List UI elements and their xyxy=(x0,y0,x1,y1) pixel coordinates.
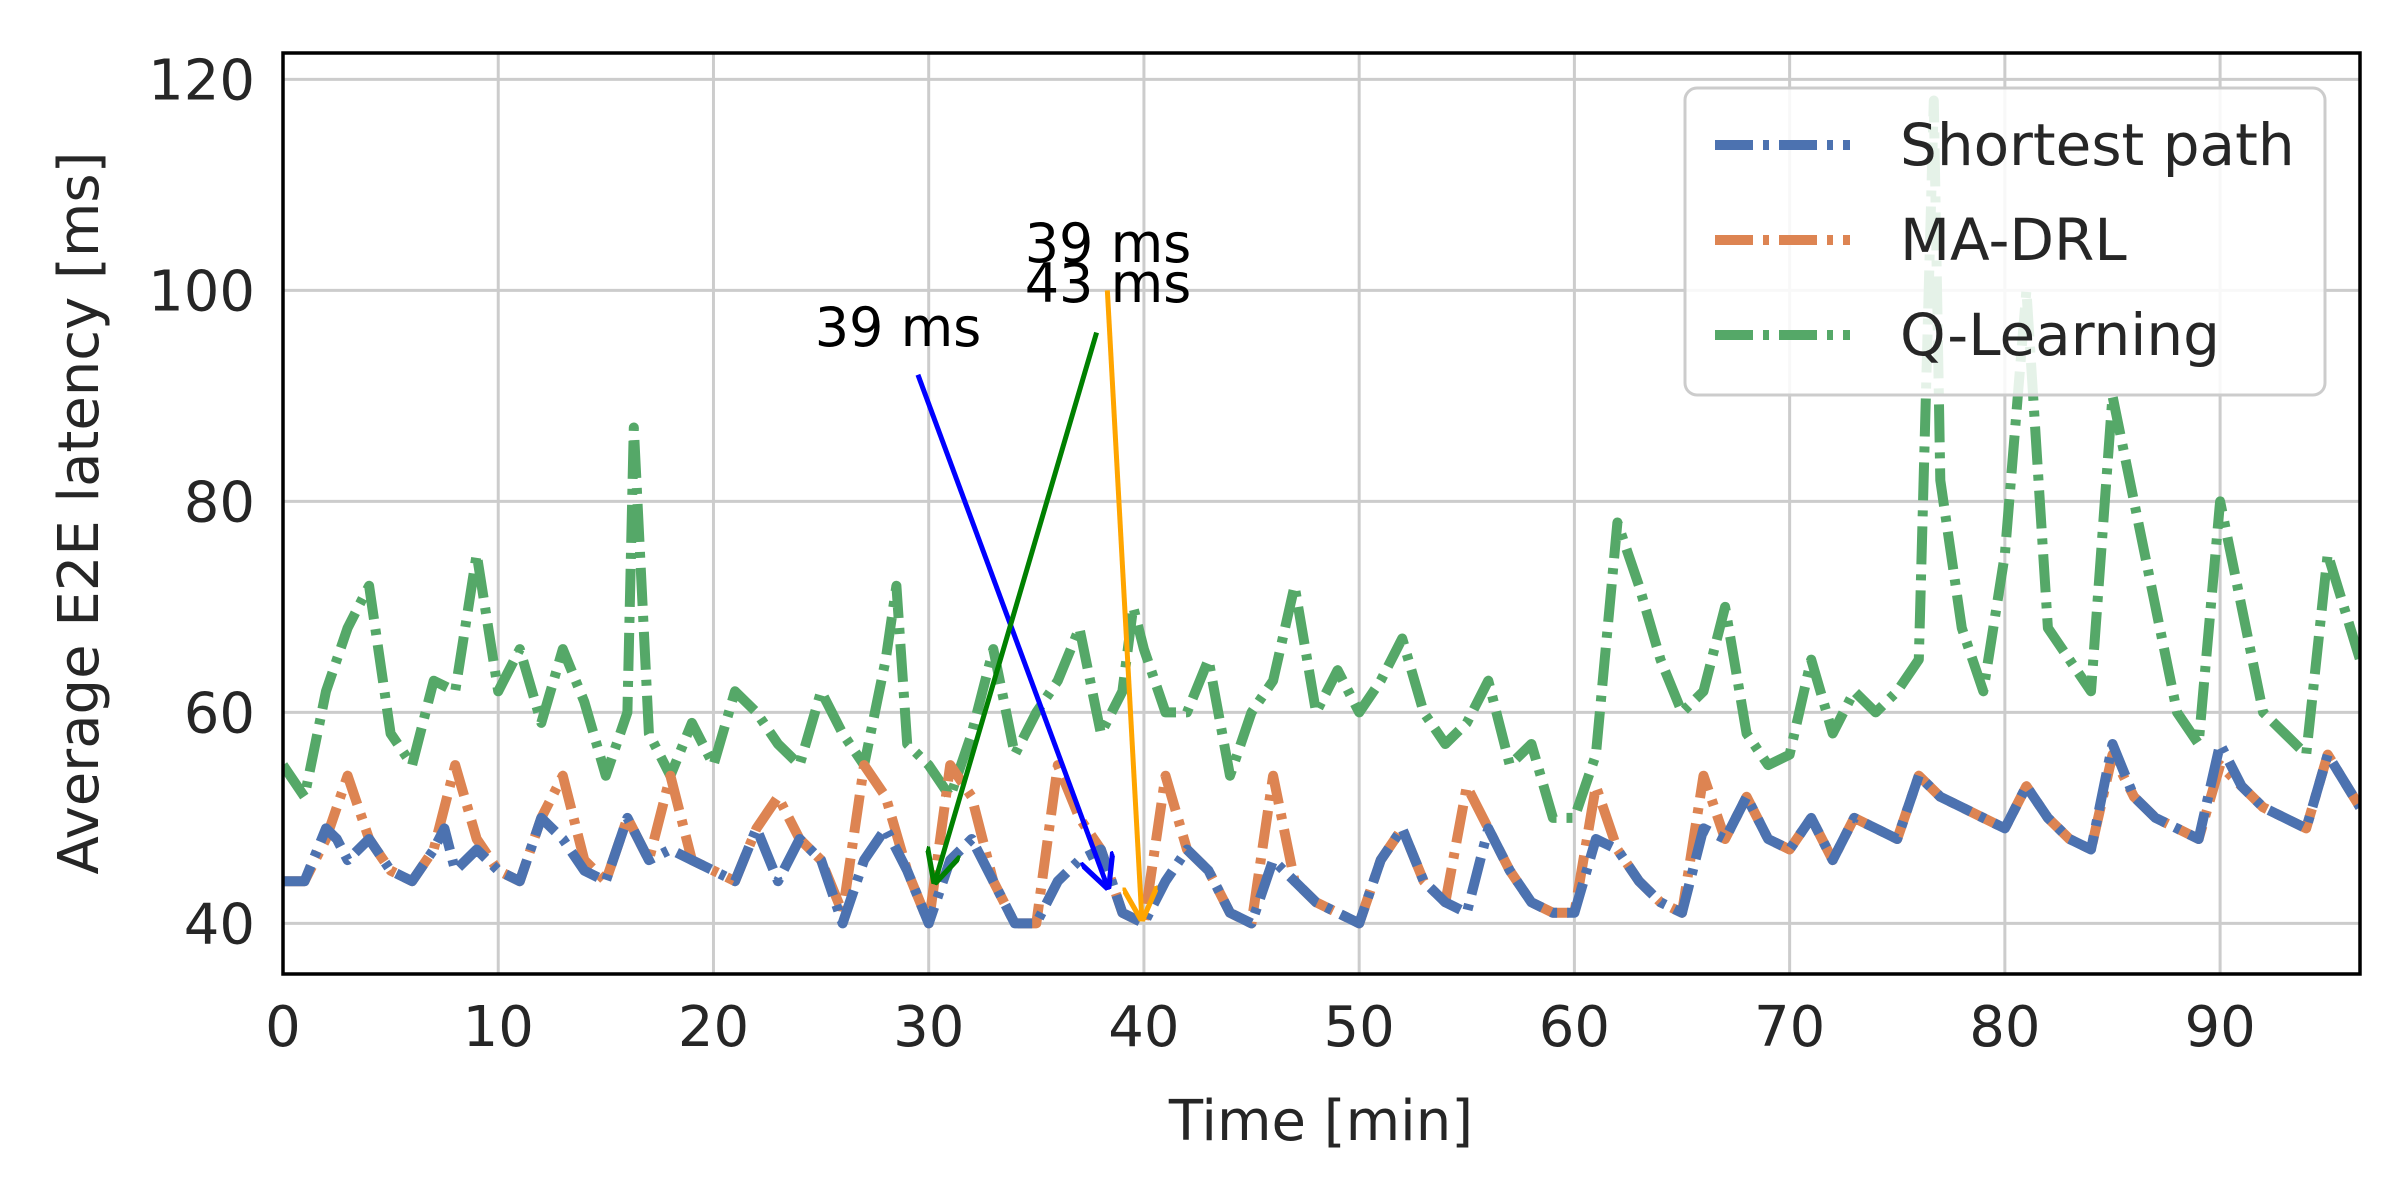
legend-label: Q-Learning xyxy=(1900,301,2220,369)
series-line-q-learning xyxy=(283,95,2360,823)
y-tick-label: 80 xyxy=(184,470,255,535)
plot-frame xyxy=(281,51,2362,976)
x-tick-label: 20 xyxy=(678,995,749,1060)
y-tick-label: 100 xyxy=(148,259,255,324)
annotation-label: 39 ms xyxy=(1025,212,1192,275)
annotation-arrow xyxy=(935,331,1099,882)
legend-frame xyxy=(1683,86,2327,397)
x-axis-ticks: 0 10 20 30 40 50 60 70 80 90 xyxy=(265,995,2256,1060)
legend-label: MA-DRL xyxy=(1900,206,2127,274)
x-tick-label: 90 xyxy=(2184,995,2255,1060)
x-tick-label: 0 xyxy=(265,995,301,1060)
x-tick-label: 80 xyxy=(1969,995,2040,1060)
x-tick-label: 10 xyxy=(463,995,534,1060)
annotation-label: 43 ms xyxy=(1025,252,1192,315)
x-axis-title: Time [min] xyxy=(1168,1089,1473,1154)
y-tick-label: 40 xyxy=(184,892,255,957)
x-tick-label: 70 xyxy=(1754,995,1825,1060)
legend-label: Shortest path xyxy=(1900,111,2295,179)
y-axis-ticks: 40 60 80 100 120 xyxy=(148,48,255,957)
x-tick-label: 50 xyxy=(1324,995,1395,1060)
y-tick-label: 120 xyxy=(148,48,255,113)
annotation-label: 39 ms xyxy=(815,296,982,359)
y-axis-title: Average E2E latency [ms] xyxy=(47,152,112,875)
series-line-shortest-path xyxy=(283,739,2360,929)
x-tick-label: 40 xyxy=(1108,995,1179,1060)
annotation-arrow xyxy=(1104,290,1141,918)
annotation-arrow xyxy=(915,373,1107,887)
legend: Shortest path MA-DRL Q-Learning xyxy=(1683,86,2327,397)
x-tick-label: 60 xyxy=(1539,995,1610,1060)
x-tick-label: 30 xyxy=(893,995,964,1060)
y-tick-label: 60 xyxy=(184,681,255,746)
plot-area xyxy=(283,95,2360,929)
